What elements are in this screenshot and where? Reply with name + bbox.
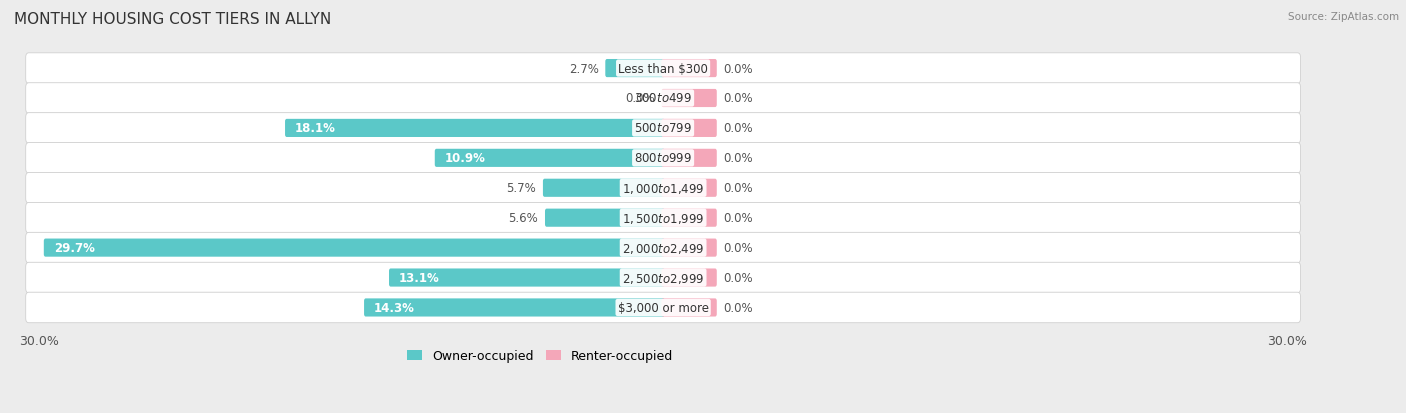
Text: 13.1%: 13.1% <box>399 271 440 284</box>
Text: 0.0%: 0.0% <box>724 62 754 76</box>
Text: 2.7%: 2.7% <box>569 62 599 76</box>
FancyBboxPatch shape <box>25 83 1301 114</box>
Text: MONTHLY HOUSING COST TIERS IN ALLYN: MONTHLY HOUSING COST TIERS IN ALLYN <box>14 12 332 27</box>
FancyBboxPatch shape <box>25 54 1301 84</box>
Text: $3,000 or more: $3,000 or more <box>617 301 709 314</box>
FancyBboxPatch shape <box>25 173 1301 204</box>
Text: $300 to $499: $300 to $499 <box>634 92 692 105</box>
FancyBboxPatch shape <box>25 114 1301 144</box>
Text: 5.7%: 5.7% <box>506 182 536 195</box>
FancyBboxPatch shape <box>546 209 665 227</box>
Text: Source: ZipAtlas.com: Source: ZipAtlas.com <box>1288 12 1399 22</box>
Text: 0.0%: 0.0% <box>724 301 754 314</box>
Text: 0.0%: 0.0% <box>724 212 754 225</box>
FancyBboxPatch shape <box>661 60 717 78</box>
Text: 18.1%: 18.1% <box>295 122 336 135</box>
Text: 5.6%: 5.6% <box>509 212 538 225</box>
Text: $2,000 to $2,499: $2,000 to $2,499 <box>621 241 704 255</box>
Legend: Owner-occupied, Renter-occupied: Owner-occupied, Renter-occupied <box>402 344 678 367</box>
FancyBboxPatch shape <box>661 119 717 138</box>
Text: 0.0%: 0.0% <box>626 92 655 105</box>
FancyBboxPatch shape <box>25 203 1301 233</box>
FancyBboxPatch shape <box>25 143 1301 174</box>
Text: 0.0%: 0.0% <box>724 152 754 165</box>
Text: 0.0%: 0.0% <box>724 182 754 195</box>
FancyBboxPatch shape <box>661 179 717 197</box>
FancyBboxPatch shape <box>661 239 717 257</box>
FancyBboxPatch shape <box>661 90 717 108</box>
Text: 0.0%: 0.0% <box>724 242 754 254</box>
Text: 14.3%: 14.3% <box>374 301 415 314</box>
FancyBboxPatch shape <box>543 179 665 197</box>
FancyBboxPatch shape <box>364 299 665 317</box>
FancyBboxPatch shape <box>661 209 717 227</box>
Text: $800 to $999: $800 to $999 <box>634 152 692 165</box>
FancyBboxPatch shape <box>661 150 717 168</box>
Text: $1,000 to $1,499: $1,000 to $1,499 <box>621 181 704 195</box>
Text: Less than $300: Less than $300 <box>619 62 709 76</box>
Text: 0.0%: 0.0% <box>724 271 754 284</box>
FancyBboxPatch shape <box>25 263 1301 293</box>
FancyBboxPatch shape <box>661 299 717 317</box>
Text: $500 to $799: $500 to $799 <box>634 122 692 135</box>
FancyBboxPatch shape <box>25 233 1301 263</box>
FancyBboxPatch shape <box>434 150 665 168</box>
FancyBboxPatch shape <box>285 119 665 138</box>
FancyBboxPatch shape <box>25 292 1301 323</box>
Text: 0.0%: 0.0% <box>724 122 754 135</box>
Text: 0.0%: 0.0% <box>724 92 754 105</box>
FancyBboxPatch shape <box>389 269 665 287</box>
FancyBboxPatch shape <box>606 60 665 78</box>
Text: $1,500 to $1,999: $1,500 to $1,999 <box>621 211 704 225</box>
FancyBboxPatch shape <box>44 239 665 257</box>
Text: 29.7%: 29.7% <box>53 242 94 254</box>
Text: 10.9%: 10.9% <box>444 152 485 165</box>
FancyBboxPatch shape <box>661 269 717 287</box>
Text: $2,500 to $2,999: $2,500 to $2,999 <box>621 271 704 285</box>
